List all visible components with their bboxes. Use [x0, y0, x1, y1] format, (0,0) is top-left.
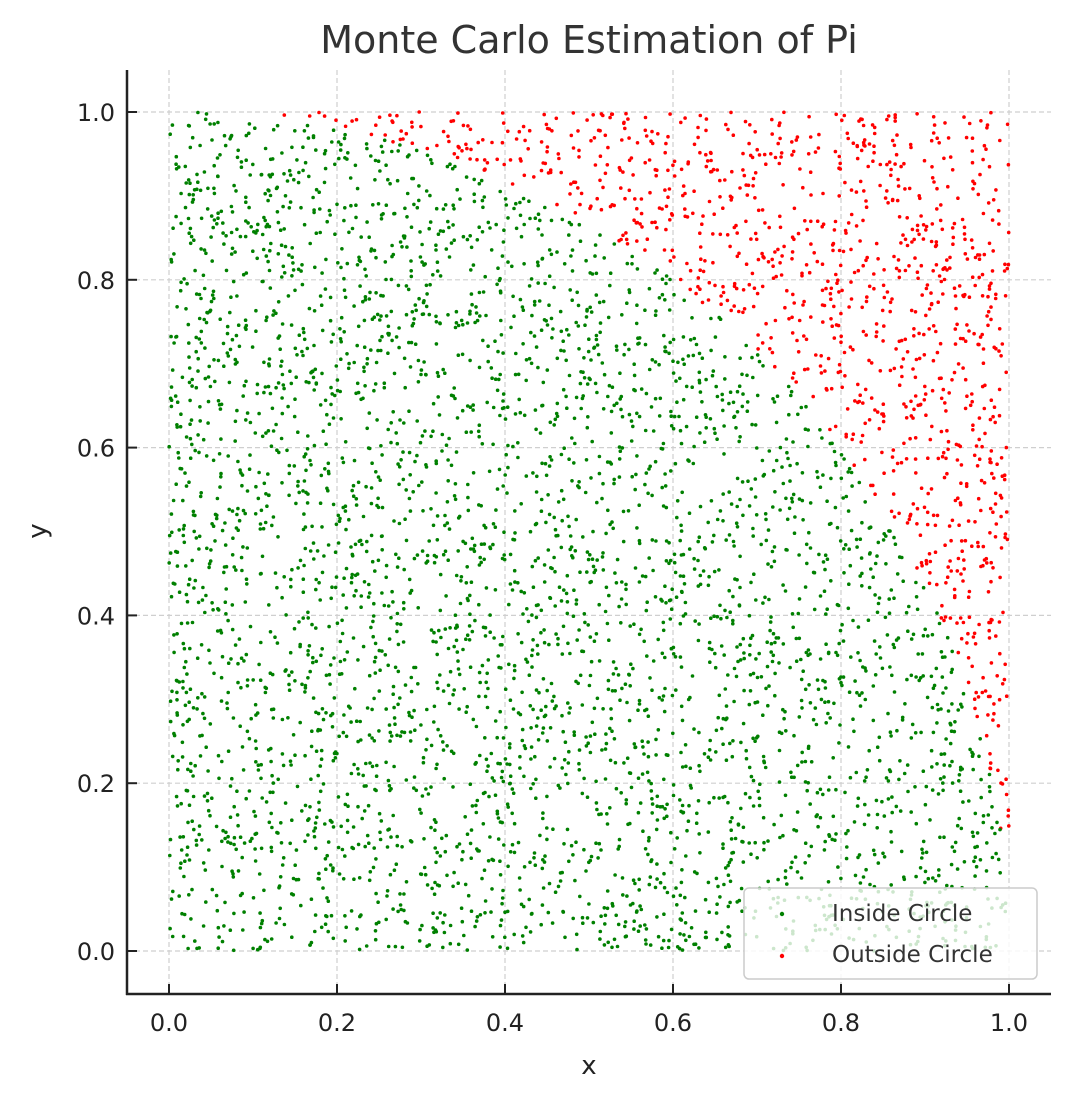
- legend-label-inside: Inside Circle: [832, 901, 972, 927]
- x-tick-label: 0.6: [654, 1009, 692, 1037]
- x-tick-label: 0.4: [486, 1009, 524, 1037]
- y-tick-label: 0.4: [77, 602, 115, 630]
- chart-title: Monte Carlo Estimation of Pi: [320, 18, 858, 62]
- x-axis-label: x: [581, 1051, 596, 1081]
- y-tick-label: 0.0: [77, 938, 115, 966]
- axis-ticks: 0.0 0.2 0.4 0.6 0.8 1.0 0.0 0.2 0.4 0.6 0.8 1.0: [77, 99, 1028, 1037]
- y-tick-label: 0.6: [77, 435, 115, 463]
- x-tick-label: 0.0: [150, 1009, 188, 1037]
- legend-marker-inside: [779, 911, 785, 917]
- x-tick-label: 1.0: [990, 1009, 1028, 1037]
- legend-label-outside: Outside Circle: [832, 942, 993, 968]
- legend-marker-outside: [779, 953, 785, 959]
- data-points: [167, 110, 1011, 953]
- y-tick-label: 0.8: [77, 267, 115, 295]
- x-tick-label: 0.2: [318, 1009, 356, 1037]
- x-tick-label: 0.8: [822, 1009, 860, 1037]
- y-tick-label: 0.2: [77, 770, 115, 798]
- legend: Inside Circle Outside Circle: [743, 887, 1038, 980]
- y-axis-label: y: [23, 523, 53, 538]
- y-tick-label: 1.0: [77, 99, 115, 127]
